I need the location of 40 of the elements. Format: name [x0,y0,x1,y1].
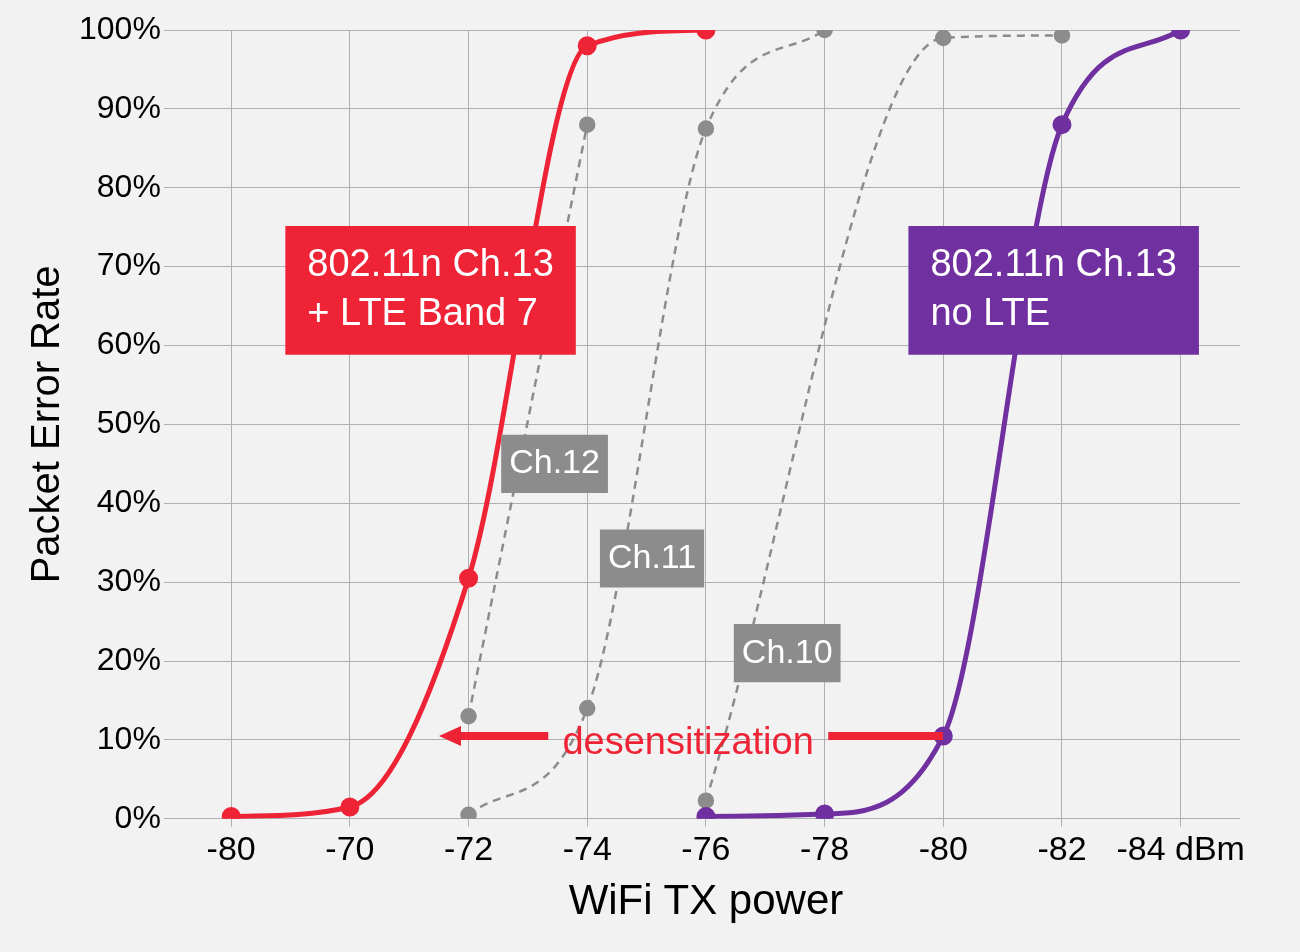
point [578,116,596,133]
y-tick-label: 50% [96,404,161,441]
y-tick-label: 40% [96,483,161,520]
x-tick-label: -78 [800,828,850,867]
series-label: Ch.10 [741,631,833,670]
y-tick-label: 20% [96,640,161,677]
x-tick-label: -80 [918,828,968,867]
y-tick-label: 70% [96,246,161,283]
y-tick-label: 0% [114,798,161,835]
point [340,797,360,817]
y-axis-title: Packet Error Rate [23,265,68,584]
y-tick-label: 80% [96,167,161,204]
point [460,708,477,725]
y-tick-label: 100% [79,9,161,46]
x-tick-label: -74 [562,828,612,867]
point [460,806,477,819]
x-tick-label: -84 dBm [1116,828,1245,867]
y-tick-label: 30% [96,561,161,598]
point [577,36,597,56]
point [1053,30,1071,44]
series-label: Ch.12 [509,442,600,481]
x-tick-label: -82 [1037,828,1087,867]
x-tick-label: -70 [325,828,375,867]
y-tick-label: 60% [96,325,161,362]
x-tick-label: -80 [206,828,256,867]
x-axis-title: WiFi TX power [568,876,844,924]
point [1052,115,1072,135]
y-tick-label: 90% [96,88,161,125]
y-tick-label: 10% [96,719,161,756]
series-label: Ch.11 [607,536,697,575]
point [459,568,479,588]
x-tick-label: -72 [443,828,494,867]
series-label: 802.11n Ch.13 + LTE Band 7 [307,242,554,334]
x-tick-label: -76 [681,828,731,867]
point [697,792,715,809]
point [935,30,952,47]
point [697,120,715,137]
series-label: 802.11n Ch.13 no LTE [930,242,1177,334]
point [578,700,596,717]
annotation: desensitization [562,720,814,763]
